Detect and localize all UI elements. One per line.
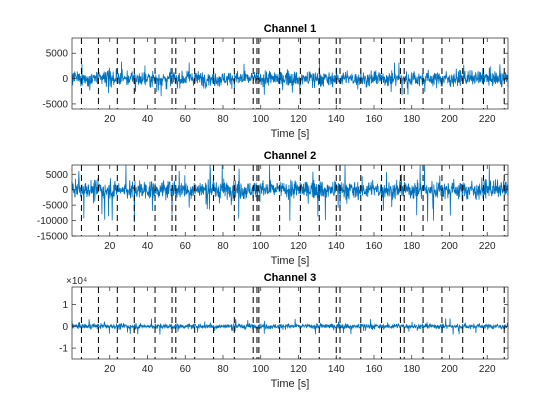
y-tick-label: -10000 (37, 216, 69, 227)
x-tick-label: 160 (366, 241, 383, 252)
x-tick-label: 140 (328, 364, 345, 375)
axes-frame (71, 164, 509, 237)
chart-title: Channel 3 (264, 272, 317, 284)
axes-frame (71, 37, 509, 110)
x-tick-label: 100 (252, 114, 269, 125)
x-tick-label: 160 (366, 114, 383, 125)
y-tick-label: -15000 (37, 232, 69, 243)
channel-2-axes: 20 40 60 80 100 120 140 160 180 200 220 -15000 -1000… (37, 150, 509, 267)
channel-1-axes: 20 40 60 80 100 120 140 160 180 200 220 -5000 0 5000 C… (42, 23, 509, 140)
signal-line (71, 61, 509, 97)
x-tick-label: 180 (403, 114, 420, 125)
y-tick-label: -1 (59, 344, 68, 355)
chart-title: Channel 2 (264, 150, 317, 162)
signal-line (71, 164, 509, 223)
y-tick-label: -5000 (42, 201, 68, 212)
x-tick-label: 220 (479, 114, 496, 125)
y-tick-label: 0 (62, 185, 68, 196)
x-tick-label: 40 (142, 241, 154, 252)
y-tick-label: 0 (62, 322, 68, 333)
x-tick-label: 40 (142, 114, 154, 125)
channel-3-axes: 20 40 60 80 100 120 140 160 180 200 220 -1 0 1 ×10⁴ Cha… (59, 272, 509, 390)
x-tick-label: 80 (217, 114, 229, 125)
x-tick-label: 60 (180, 114, 192, 125)
x-tick-label: 100 (252, 241, 269, 252)
y-exponent-label: ×10⁴ (66, 276, 87, 287)
x-tick-label: 120 (290, 114, 307, 125)
x-tick-label: 120 (290, 364, 307, 375)
x-tick-label: 120 (290, 241, 307, 252)
x-tick-label: 80 (217, 364, 229, 375)
y-tick-label: 5000 (46, 49, 69, 60)
x-tick-label: 200 (441, 241, 458, 252)
x-tick-label: 200 (441, 114, 458, 125)
x-axis-label: Time [s] (271, 128, 310, 140)
y-tick-label: 0 (62, 74, 68, 85)
x-tick-label: 20 (104, 241, 116, 252)
x-tick-label: 40 (142, 364, 154, 375)
x-tick-label: 60 (180, 241, 192, 252)
y-tick-label: 1 (62, 300, 68, 311)
x-tick-label: 140 (328, 114, 345, 125)
x-tick-label: 100 (252, 364, 269, 375)
x-tick-label: 200 (441, 364, 458, 375)
x-tick-label: 80 (217, 241, 229, 252)
axes-frame (71, 286, 509, 360)
y-tick-label: -5000 (42, 99, 68, 110)
y-tick-label: 5000 (46, 170, 69, 181)
x-tick-label: 180 (403, 241, 420, 252)
chart-title: Channel 1 (264, 23, 317, 35)
x-tick-label: 160 (366, 364, 383, 375)
plot-area (72, 38, 508, 109)
plot-area (72, 287, 508, 359)
signal-line (71, 318, 509, 335)
x-axis-label: Time [s] (271, 255, 310, 267)
x-tick-label: 220 (479, 364, 496, 375)
x-axis-label: Time [s] (271, 378, 310, 390)
x-tick-label: 20 (104, 114, 116, 125)
x-tick-label: 20 (104, 364, 116, 375)
x-tick-label: 180 (403, 364, 420, 375)
x-tick-label: 140 (328, 241, 345, 252)
x-tick-label: 220 (479, 241, 496, 252)
x-tick-label: 60 (180, 364, 192, 375)
